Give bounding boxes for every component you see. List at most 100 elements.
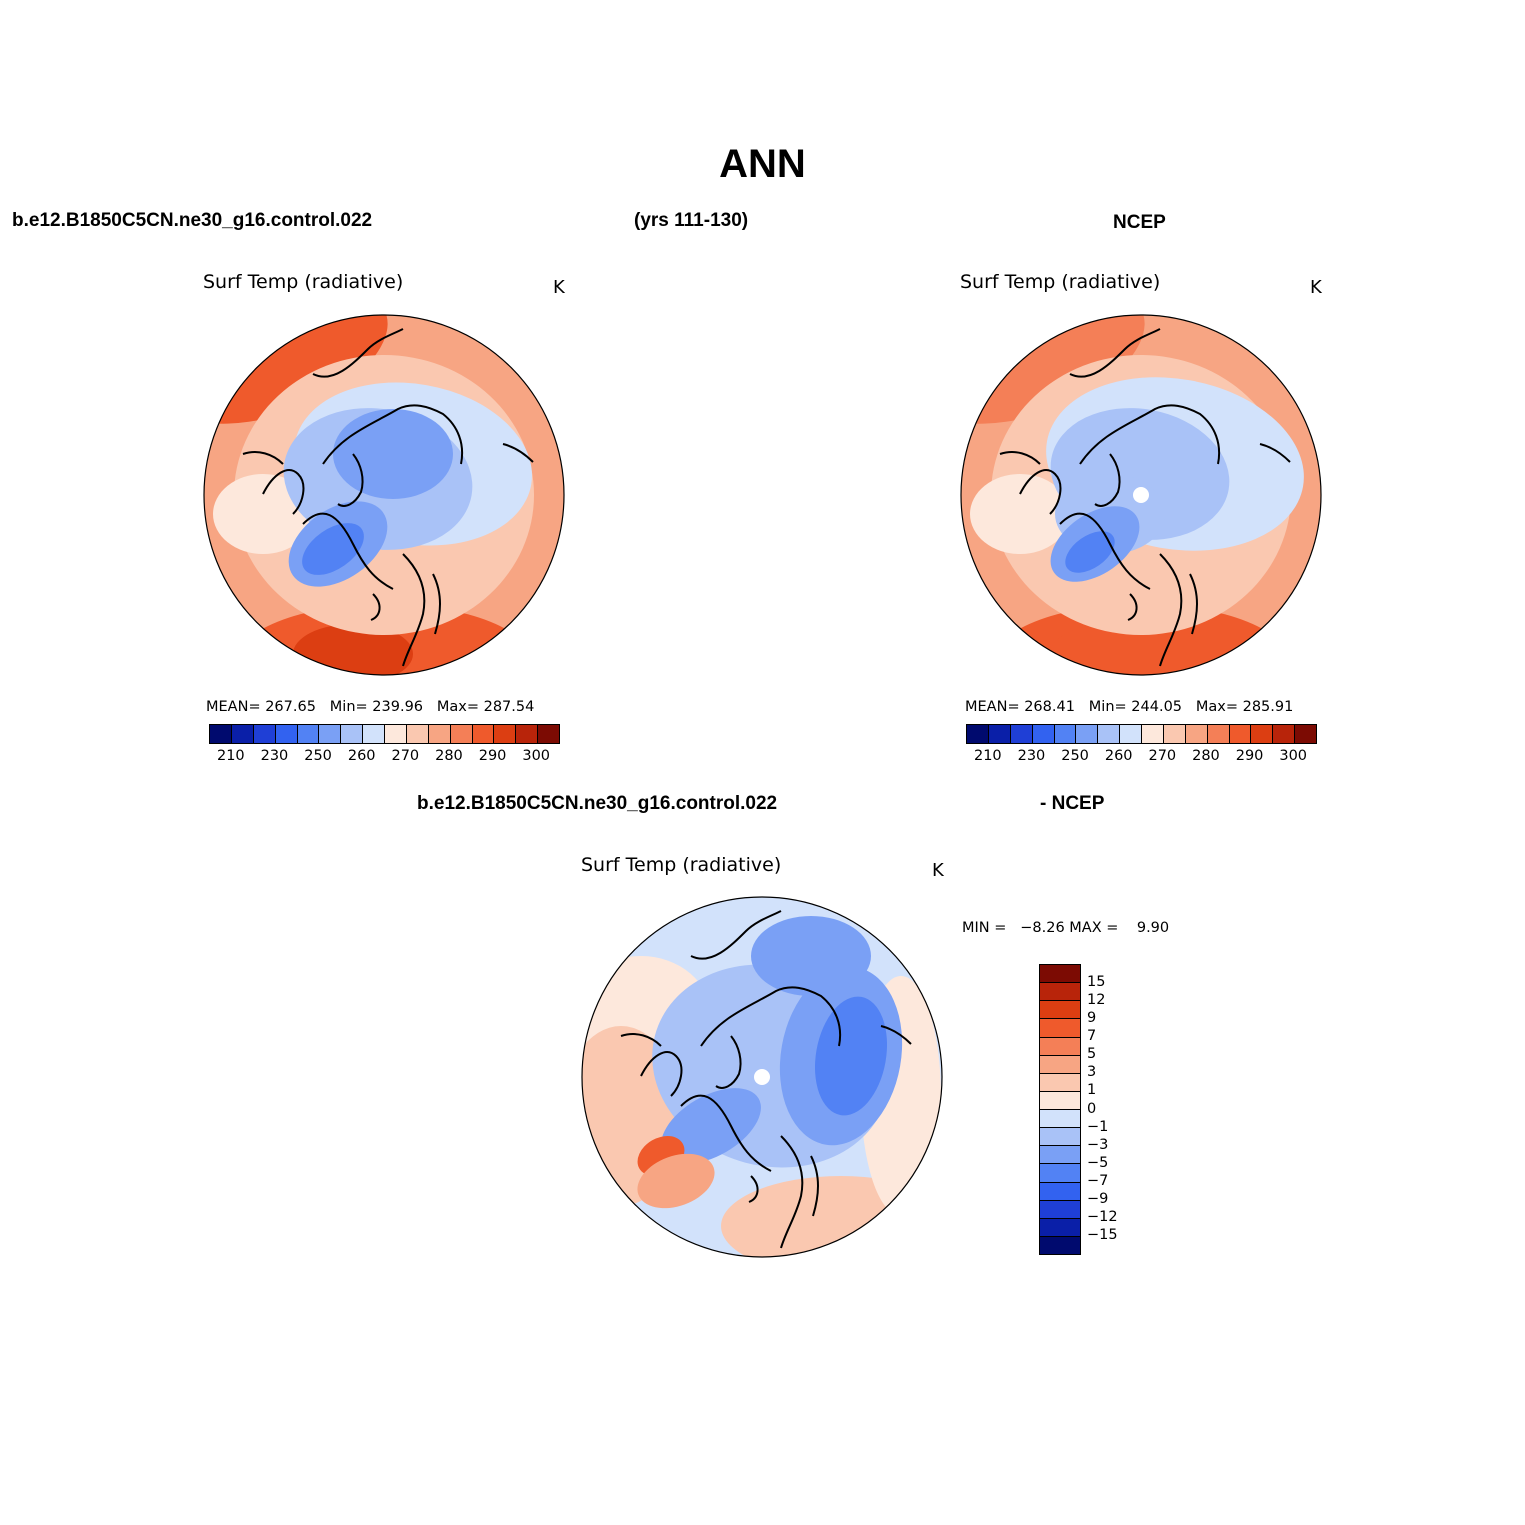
colorbar-swatch xyxy=(1040,1037,1080,1056)
coastline xyxy=(780,1135,804,1249)
panel3-max-value: 9.90 xyxy=(1136,920,1170,936)
coastline xyxy=(370,593,381,621)
colorbar-tick-label: 15 xyxy=(1087,974,1106,991)
main-title: ANN xyxy=(719,142,806,186)
map-boundary xyxy=(203,314,565,676)
colorbar-tick-label: −1 xyxy=(1087,1118,1109,1135)
colorbar-swatch xyxy=(1040,1182,1080,1201)
panel2-colorbar xyxy=(966,724,1317,744)
colorbar-swatch xyxy=(253,725,276,743)
colorbar-swatch xyxy=(1040,1110,1080,1129)
coastline xyxy=(700,986,841,1047)
coastline xyxy=(502,443,534,463)
panel2-mean-value: 268.41 xyxy=(1024,699,1075,715)
coastline xyxy=(690,910,782,960)
colorbar-tick-label: 5 xyxy=(1087,1046,1097,1063)
coastline xyxy=(1127,593,1138,621)
colorbar-tick-label: 270 xyxy=(1148,748,1177,764)
panel3-polar-map xyxy=(581,896,943,1258)
colorbar-swatch xyxy=(1076,725,1099,743)
panel3-title: Surf Temp (radiative) xyxy=(581,854,782,876)
panel1-max-value: 287.54 xyxy=(483,699,535,715)
colorbar-swatch xyxy=(363,725,385,743)
colorbar-tick-label: 270 xyxy=(391,748,420,764)
coastline xyxy=(262,469,305,515)
map-boundary xyxy=(581,896,943,1258)
colorbar-tick-label: 260 xyxy=(1104,748,1133,764)
panel3-min-value: −8.26 xyxy=(1020,920,1065,936)
field-contour xyxy=(661,1088,761,1164)
field-contour xyxy=(751,916,871,996)
field-contour xyxy=(637,1153,715,1209)
colorbar-tick-label: 230 xyxy=(1017,748,1046,764)
colorbar-swatch xyxy=(406,725,429,743)
colorbar-swatch xyxy=(1040,965,1080,984)
coastline xyxy=(620,1033,662,1047)
coastline xyxy=(1019,469,1062,515)
coastline xyxy=(432,573,441,635)
colorbar-swatch xyxy=(1040,1200,1080,1219)
colorbar-tick-label: −3 xyxy=(1087,1136,1109,1153)
panel2-title: Surf Temp (radiative) xyxy=(960,271,1161,293)
field-contour xyxy=(333,409,453,499)
coastline xyxy=(302,512,394,590)
colorbar-tick-label: −15 xyxy=(1087,1226,1118,1243)
colorbar-tick-label: 1 xyxy=(1087,1082,1097,1099)
coastline xyxy=(999,451,1041,465)
panel1-stats: MEAN= 267.65 Min= 239.96 Max= 287.54 xyxy=(206,699,534,715)
colorbar-swatch xyxy=(1040,983,1080,1002)
colorbar-swatch xyxy=(1163,725,1186,743)
colorbar-tick-label: −12 xyxy=(1087,1208,1118,1225)
colorbar-swatch xyxy=(1032,725,1055,743)
colorbar-swatch xyxy=(231,725,254,743)
field-contour xyxy=(1065,531,1115,573)
coastline xyxy=(312,328,404,378)
map-boundary xyxy=(960,314,1322,676)
colorbar-tick-label: −9 xyxy=(1087,1190,1109,1207)
missing-data-pole xyxy=(1133,487,1149,503)
coastline xyxy=(715,1035,742,1089)
panel1-units: K xyxy=(553,277,565,298)
colorbar-swatch xyxy=(1040,1164,1080,1183)
colorbar-tick-label: 3 xyxy=(1087,1064,1097,1081)
field-contour xyxy=(213,474,313,554)
panel2-stats: MEAN= 268.41 Min= 244.05 Max= 285.91 xyxy=(965,699,1293,715)
panel3-max-label: MAX = xyxy=(1069,920,1119,936)
colorbar-tick-label: −7 xyxy=(1087,1172,1109,1189)
colorbar-swatch xyxy=(494,725,517,743)
coastline xyxy=(810,1155,819,1217)
colorbar-swatch xyxy=(297,725,320,743)
colorbar-tick-label: 250 xyxy=(1061,748,1089,764)
panel1-colorbar xyxy=(209,724,560,744)
colorbar-swatch xyxy=(385,725,407,743)
panel2-units: K xyxy=(1310,277,1322,298)
coastline xyxy=(680,1094,772,1172)
panel2-min-label: Min= xyxy=(1088,699,1127,715)
colorbar-tick-label: −5 xyxy=(1087,1154,1109,1171)
colorbar-tick-label: 9 xyxy=(1087,1010,1097,1027)
panel2-mean-label: MEAN= xyxy=(965,699,1020,715)
panel1-mean-label: MEAN= xyxy=(206,699,261,715)
colorbar-swatch xyxy=(1295,725,1316,743)
panel1-polar-map xyxy=(203,314,565,676)
colorbar-swatch xyxy=(1251,725,1274,743)
colorbar-swatch xyxy=(319,725,342,743)
coastline xyxy=(1189,573,1198,635)
colorbar-tick-label: 250 xyxy=(304,748,332,764)
colorbar-swatch xyxy=(1040,1001,1080,1020)
panel2-max-label: Max= xyxy=(1195,699,1238,715)
colorbar-swatch xyxy=(341,725,364,743)
colorbar-swatch xyxy=(1040,1146,1080,1165)
coastline xyxy=(1094,453,1121,507)
colorbar-swatch xyxy=(1040,1091,1080,1110)
diff-obs-header: - NCEP xyxy=(1040,793,1105,814)
colorbar-swatch xyxy=(1040,1019,1080,1038)
panel3-units: K xyxy=(932,860,944,881)
colorbar-swatch xyxy=(538,725,559,743)
colorbar-swatch xyxy=(1040,1128,1080,1147)
colorbar-tick-label: 0 xyxy=(1087,1100,1097,1117)
colorbar-swatch xyxy=(1207,725,1230,743)
obs-name-header: NCEP xyxy=(1113,212,1166,233)
colorbar-swatch xyxy=(1273,725,1296,743)
colorbar-swatch xyxy=(1185,725,1208,743)
